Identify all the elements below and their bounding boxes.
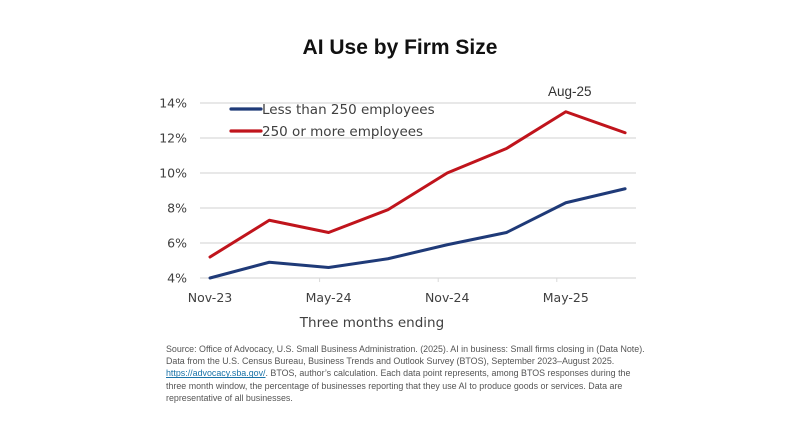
y-tick-label: 4% — [167, 271, 187, 286]
chart-title: AI Use by Firm Size — [302, 36, 498, 59]
series-line-250-or-more — [208, 110, 627, 259]
annotation-label: Aug-25 — [548, 84, 592, 99]
y-tick-label: 6% — [167, 236, 187, 251]
source-note: Source: Office of Advocacy, U.S. Small B… — [166, 343, 646, 404]
x-tick-label: May-25 — [543, 290, 589, 305]
x-axis-label: Three months ending — [299, 315, 444, 331]
y-tick-label: 12% — [159, 131, 187, 146]
gridlines — [200, 102, 636, 279]
series-line-less-than-250 — [208, 187, 627, 280]
y-axis-ticks: 4% 6% 8% 10% 12% 14% — [159, 96, 187, 286]
x-tick-label: Nov-23 — [188, 290, 232, 305]
source-text-after-link: . BTOS, author’s calculation. Each data … — [166, 368, 631, 403]
x-tick-label: May-24 — [306, 290, 352, 305]
y-tick-label: 10% — [159, 166, 187, 181]
legend: Less than 250 employees 250 or more emplo… — [229, 102, 435, 140]
annotations: Aug-25 — [548, 84, 592, 99]
x-tick-label: Nov-24 — [425, 290, 470, 305]
source-text-before-link: Source: Office of Advocacy, U.S. Small B… — [166, 344, 645, 367]
y-tick-label: 8% — [167, 201, 187, 216]
legend-label: Less than 250 employees — [262, 102, 435, 118]
y-tick-label: 14% — [159, 96, 187, 111]
series-lines — [208, 110, 627, 280]
x-axis-ticks: Nov-23 May-24 Nov-24 May-25 — [188, 278, 589, 305]
legend-label: 250 or more employees — [262, 124, 423, 140]
source-link[interactable]: https://advocacy.sba.gov/ — [166, 368, 266, 379]
